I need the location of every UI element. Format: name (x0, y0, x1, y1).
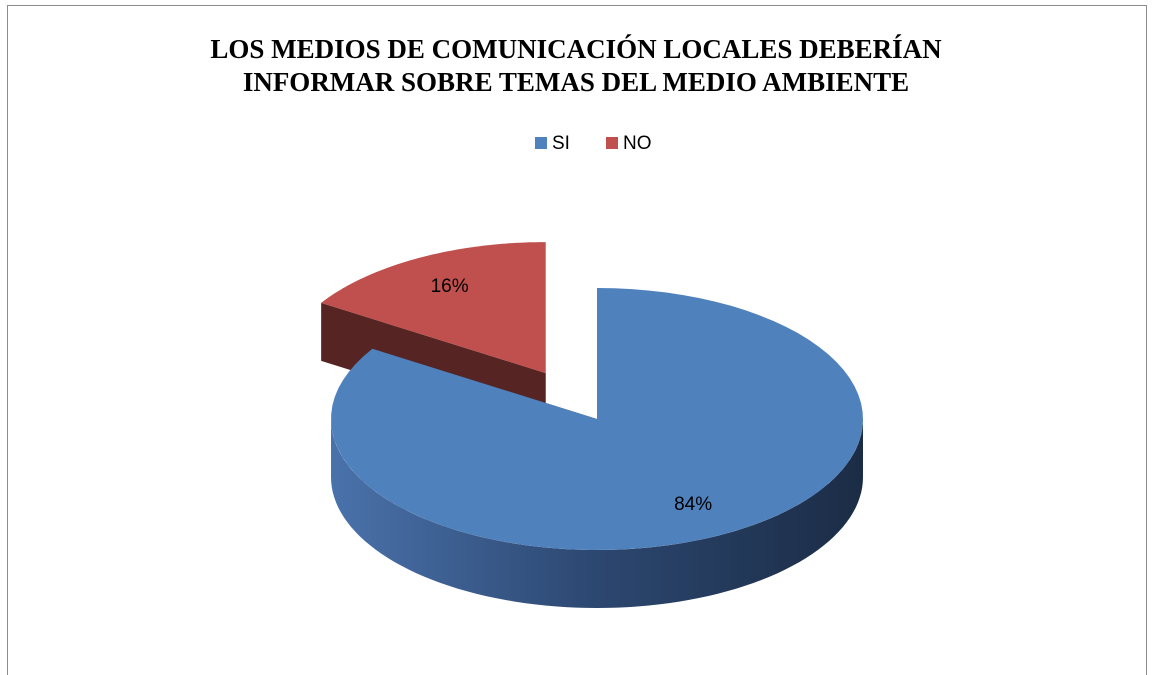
slice (321, 242, 546, 374)
slice-wall (331, 419, 863, 608)
chart-frame (7, 5, 1147, 675)
legend-label: SI (552, 133, 570, 154)
chart-title: LOS MEDIOS DE COMUNICACIÓN LOCALES DEBER… (210, 34, 942, 97)
legend-label: NO (623, 133, 652, 154)
data-label: 16% (431, 276, 469, 297)
legend-swatch (606, 137, 618, 149)
data-label: 84% (674, 494, 712, 515)
legend-swatch (535, 137, 547, 149)
slice (331, 288, 864, 550)
